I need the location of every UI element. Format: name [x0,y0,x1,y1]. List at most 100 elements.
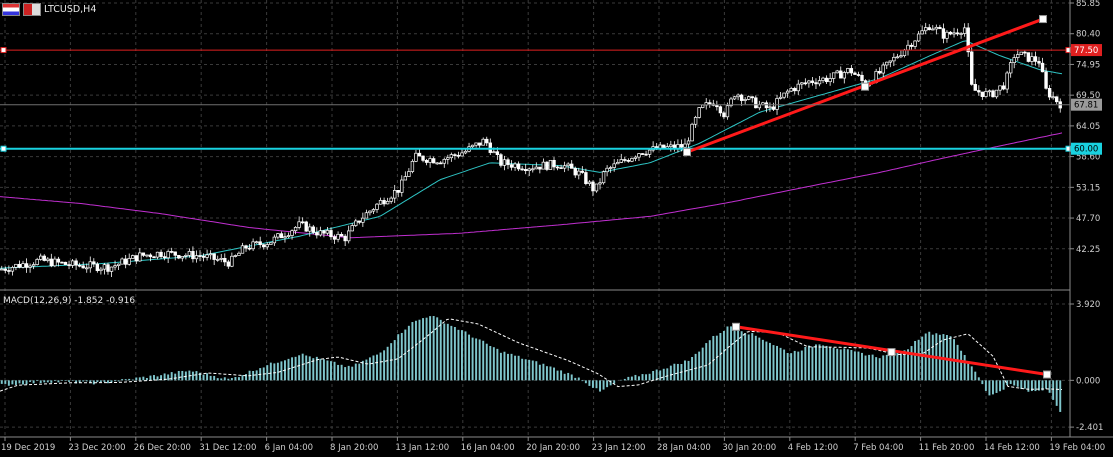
candle-body [509,164,514,168]
candle-body [785,90,790,94]
candle-body [793,88,797,92]
candle-body [254,241,259,244]
candle-body [1023,51,1027,54]
candle-body [446,157,450,160]
line-handle[interactable] [0,47,7,54]
candle-body [49,258,54,267]
candle-body [46,258,50,261]
time-axis[interactable]: 19 Dec 2019 23 Dec 20:00 26 Dec 20:00 31 De… [1,437,1105,453]
candle-body [428,158,432,163]
candle-body [927,27,931,31]
time-tick-label: 30 Jan 20:00 [722,443,776,453]
candle-body [895,56,900,59]
candle-body [396,190,400,193]
candle-body [516,163,521,170]
candle-body [506,159,510,165]
macd-pane[interactable] [0,316,1063,412]
macd-axis[interactable]: 3.920 0.000 -2.401 [1070,300,1103,433]
line-handle[interactable] [0,145,7,152]
candle-body [269,242,273,245]
candle-body [800,82,804,85]
candle-body [60,261,64,264]
candle-body [768,106,772,109]
time-tick-label: 23 Dec 20:00 [68,443,125,453]
candle-body [594,183,599,192]
candle-body [74,260,78,266]
price-pane[interactable] [0,15,1072,278]
candle-body [0,268,4,271]
candle-body [332,236,337,240]
candle-body [708,102,712,105]
time-tick-label: 20 Jan 20:00 [526,443,580,453]
candle-body [400,179,404,193]
candle-body [339,233,344,237]
candle-body [42,255,46,261]
candle-body [152,256,156,259]
candle-body [393,190,397,199]
trendline-handle[interactable] [732,322,740,331]
macd-signal [0,318,1063,392]
candle-body [686,140,691,145]
price-axis[interactable]: 85.85 80.40 74.95 69.50 64.05 58.60 53.15 47.70… [0,0,1102,255]
candle-body [729,98,733,107]
candle-body [534,166,539,170]
macd-trendline[interactable] [732,322,1051,379]
trendline-handle[interactable] [1039,15,1047,24]
price-tick-label: 85.85 [1076,0,1100,9]
candle-body [283,236,287,239]
candle-body [750,96,754,99]
candle-body [67,264,71,266]
candle-body [116,263,121,266]
candle-body [690,123,694,142]
trendline-handle[interactable] [683,148,691,157]
candle-body [906,44,910,51]
candle-body [846,68,850,73]
trendline-handle[interactable] [1043,370,1051,379]
flag-icon [23,2,41,16]
candle-body [502,159,507,166]
candle-body [835,70,839,74]
candle-body [803,82,808,85]
time-tick-label: 8 Jan 20:00 [330,443,378,453]
candle-body [718,106,723,114]
candle-body [626,160,631,162]
candle-body [970,51,974,85]
price-trendline[interactable] [683,15,1047,157]
candle-body [251,241,255,250]
candle-body [902,49,907,56]
candle-body [99,268,103,272]
candle-body [39,255,43,260]
candle-body [959,33,963,35]
candle-body [435,162,439,165]
candle-body [322,230,326,234]
candle-body [1005,72,1009,90]
candle-body [70,260,75,266]
candle-body [955,32,960,35]
price-tick-label: 47.70 [1076,214,1100,224]
candle-body [916,33,921,42]
candle-body [162,256,167,259]
trendline-handle[interactable] [861,82,869,91]
horizontal-lines[interactable] [0,47,1072,152]
candle-body [492,151,496,154]
candle-body [998,85,1002,91]
candle-body [1008,62,1013,74]
trendline-handle[interactable] [887,348,896,357]
time-tick-label: 4 Feb 12:00 [788,443,838,453]
candle-body [364,212,369,219]
price-tick-label: 64.05 [1076,122,1100,132]
resistance-price-tag [1071,44,1102,57]
candle-body [315,232,319,236]
grid [0,0,1070,437]
candle-body [580,170,585,173]
candle-body [439,162,443,165]
candle-body [1054,96,1059,103]
candle-body [113,265,117,268]
candle-body [208,253,213,256]
candle-body [233,255,238,257]
candle-body [290,230,294,236]
candle-body [697,107,701,118]
candlesticks [0,22,1062,278]
candle-body [994,89,999,98]
